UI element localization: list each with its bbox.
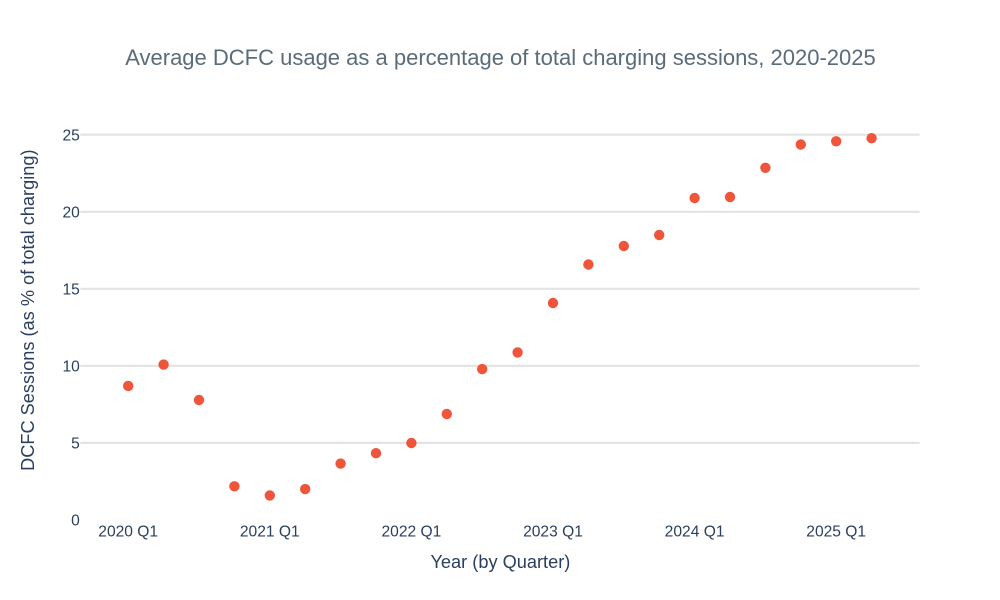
svg-text:2020 Q1: 2020 Q1	[98, 524, 158, 541]
svg-text:10: 10	[62, 358, 80, 375]
svg-text:15: 15	[62, 281, 80, 298]
svg-text:25: 25	[62, 127, 80, 144]
svg-text:2025 Q1: 2025 Q1	[806, 524, 866, 541]
svg-text:20: 20	[62, 204, 80, 221]
svg-text:2023 Q1: 2023 Q1	[523, 524, 583, 541]
svg-text:Average DCFC usage as a percen: Average DCFC usage as a percentage of to…	[125, 45, 876, 70]
svg-text:2024 Q1: 2024 Q1	[665, 524, 725, 541]
svg-text:2022 Q1: 2022 Q1	[381, 524, 441, 541]
svg-text:DCFC Sessions (as % of total c: DCFC Sessions (as % of total charging)	[18, 149, 38, 470]
svg-text:0: 0	[71, 513, 80, 530]
svg-text:2021 Q1: 2021 Q1	[240, 524, 300, 541]
svg-text:5: 5	[71, 436, 80, 453]
svg-text:Year (by Quarter): Year (by Quarter)	[430, 552, 570, 572]
